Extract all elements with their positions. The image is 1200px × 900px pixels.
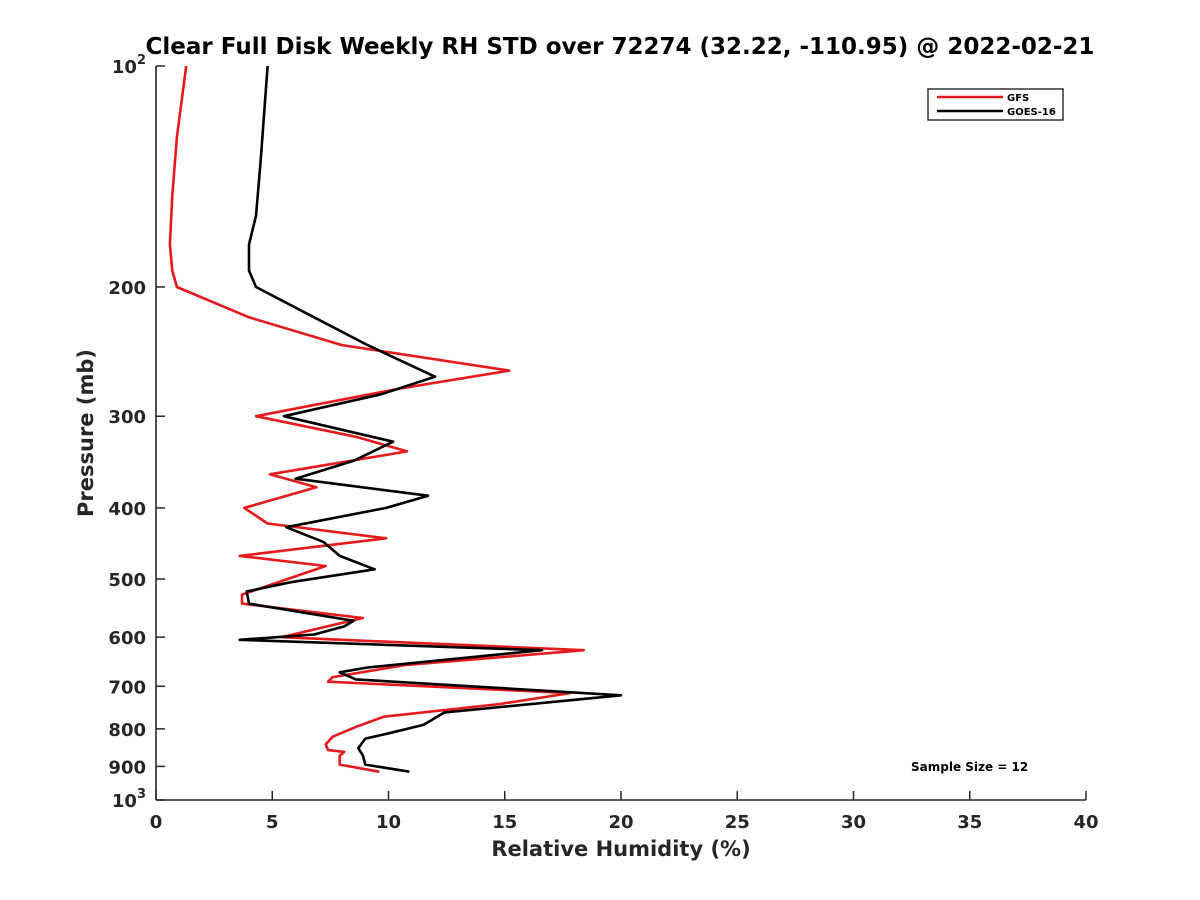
x-tick-label: 10 <box>376 812 401 833</box>
y-tick-label: 103 <box>112 787 146 812</box>
legend-label-goes16: GOES-16 <box>1007 107 1056 118</box>
x-tick-label: 20 <box>608 812 633 833</box>
y-tick-label: 600 <box>108 628 146 649</box>
y-tick-label: 200 <box>108 278 146 299</box>
x-tick-label: 15 <box>492 812 517 833</box>
y-tick-label: 700 <box>108 677 146 698</box>
y-ticks: 102 200 300 400 500 600 700 800 900 103 <box>108 53 165 812</box>
x-tick-label: 35 <box>957 812 982 833</box>
x-tick-label: 0 <box>150 812 163 833</box>
legend-box <box>927 88 1064 121</box>
series-line-goes16 <box>238 65 623 773</box>
x-ticks: 0 5 10 15 20 25 30 35 40 <box>150 791 1099 833</box>
y-tick-label: 102 <box>112 53 146 78</box>
x-axis-label: Relative Humidity (%) <box>491 837 750 861</box>
y-tick-label: 900 <box>108 757 146 778</box>
x-tick-label: 40 <box>1073 812 1098 833</box>
y-tick-label: 800 <box>108 720 146 741</box>
series-layer <box>168 65 623 773</box>
y-tick-label: 300 <box>108 407 146 428</box>
sample-size-annotation: Sample Size = 12 <box>911 760 1028 774</box>
y-tick-label: 500 <box>108 570 146 591</box>
series-line-gfs <box>168 65 586 773</box>
legend: GFS GOES-16 <box>927 88 1064 121</box>
y-axis-label: Pressure (mb) <box>74 349 98 517</box>
x-tick-label: 30 <box>841 812 866 833</box>
x-tick-label: 25 <box>725 812 750 833</box>
chart-title: Clear Full Disk Weekly RH STD over 72274… <box>146 34 1095 60</box>
y-tick-label: 400 <box>108 499 146 520</box>
x-tick-label: 5 <box>266 812 279 833</box>
legend-label-gfs: GFS <box>1007 93 1029 104</box>
